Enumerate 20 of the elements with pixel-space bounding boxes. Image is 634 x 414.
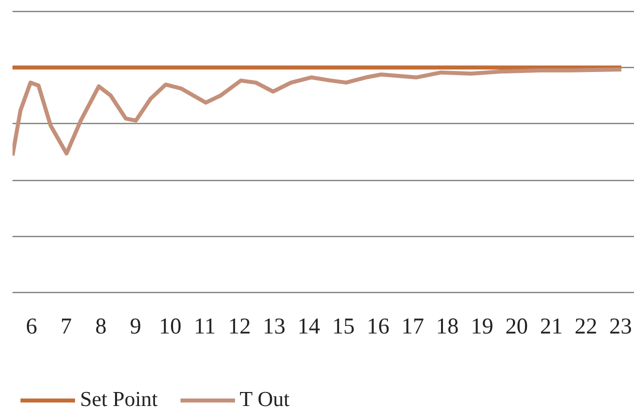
x-tick-label: 19 xyxy=(470,314,494,338)
x-tick-label: 21 xyxy=(540,314,563,338)
x-tick-label: 20 xyxy=(505,314,528,338)
x-tick-label: 17 xyxy=(401,314,424,338)
x-tick-label: 15 xyxy=(332,314,355,338)
legend-label: T Out xyxy=(240,387,290,412)
x-tick-label: 16 xyxy=(366,314,390,338)
x-tick-label: 9 xyxy=(130,314,142,338)
x-tick-label: 12 xyxy=(228,314,251,338)
x-tick-label: 8 xyxy=(95,314,107,338)
x-tick-label: 13 xyxy=(262,314,286,338)
x-tick-label: 23 xyxy=(609,314,632,338)
x-tick-label: 10 xyxy=(158,314,182,338)
legend-label: Set Point xyxy=(80,387,158,412)
x-tick-label: 14 xyxy=(297,314,320,338)
x-tick-label: 6 xyxy=(26,314,38,338)
x-tick-label: 22 xyxy=(574,314,598,338)
x-tick-label: 18 xyxy=(436,314,459,338)
x-tick-label: 7 xyxy=(60,314,72,338)
x-tick-label: 11 xyxy=(194,314,216,338)
